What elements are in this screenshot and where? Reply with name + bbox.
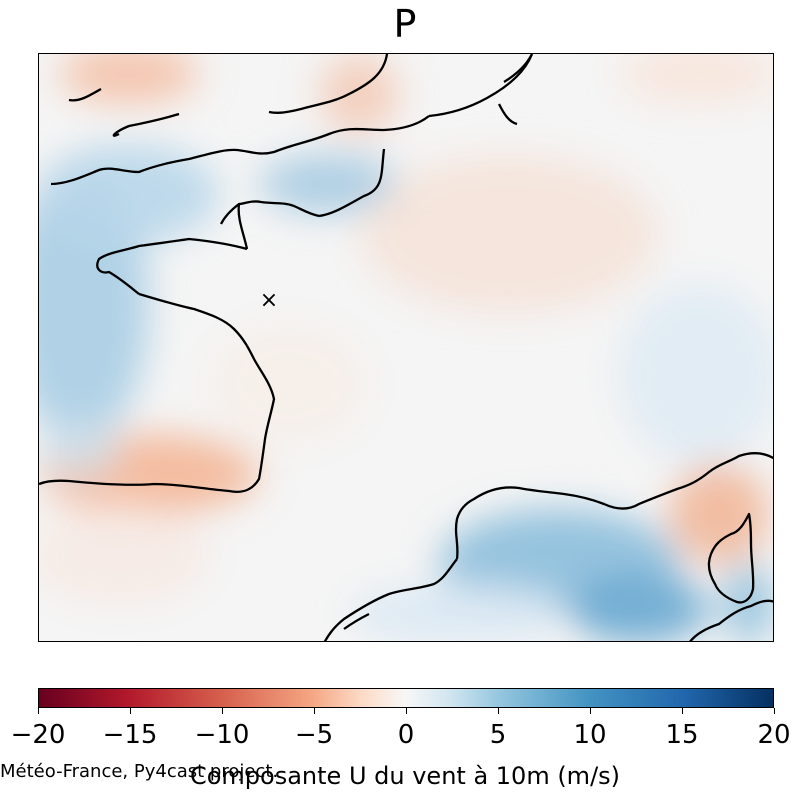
colorbar-tick (773, 708, 775, 714)
colorbar-tick-label: 10 (573, 720, 607, 750)
coast-south-england (50, 115, 430, 186)
coast-atlantic-france (39, 292, 276, 493)
coast-balearic (343, 612, 370, 630)
coast-mediterranean-france (454, 452, 773, 560)
colorbar-tick-label: 20 (757, 720, 791, 750)
colorbar-tick-label: 0 (397, 720, 415, 750)
colorbar-tick (497, 708, 499, 714)
colorbar-tick (405, 708, 407, 714)
coast-normandy-east (318, 148, 386, 218)
colorbar-tick (37, 708, 39, 714)
colorbar-tick-label: −20 (10, 720, 66, 750)
colorbar-tick (221, 708, 223, 714)
coast-corsica (707, 512, 755, 604)
colorbar-tick-label: 15 (665, 720, 699, 750)
wind-field-svg: × (39, 54, 773, 641)
colorbar-tick-label: −10 (194, 720, 250, 750)
colorbar (38, 688, 774, 708)
coast-spain-catalonia (323, 558, 458, 641)
coast-wales-north (68, 88, 102, 102)
colorbar-label: Composante U du vent à 10m (m/s) (189, 762, 621, 790)
colorbar-tick (589, 708, 591, 714)
coast-wales-south (112, 112, 180, 137)
colorbar-tick (681, 708, 683, 714)
credit-text: Météo-France, Py4cast project. (0, 761, 279, 782)
colorbar-tick (313, 708, 315, 714)
coast-cotentin (237, 200, 320, 250)
map-title: P (393, 2, 417, 46)
wind-map[interactable]: × (38, 53, 774, 642)
location-marker: × (260, 288, 278, 313)
colorbar-tick (129, 708, 131, 714)
coast-north-sea (503, 54, 534, 83)
coast-channel-islands (219, 203, 240, 225)
wind-field-patches (39, 54, 773, 641)
coast-thames-estuary (497, 103, 518, 126)
coast-brittany-north (96, 237, 248, 295)
coast-east-england (428, 54, 534, 118)
coast-sardinia (689, 599, 773, 641)
colorbar-tick-label: 5 (489, 720, 507, 750)
coast-wales-bristol (268, 54, 389, 114)
colorbar-tick-label: −5 (294, 720, 334, 750)
coastlines (39, 54, 773, 641)
colorbar-tick-label: −15 (102, 720, 158, 750)
